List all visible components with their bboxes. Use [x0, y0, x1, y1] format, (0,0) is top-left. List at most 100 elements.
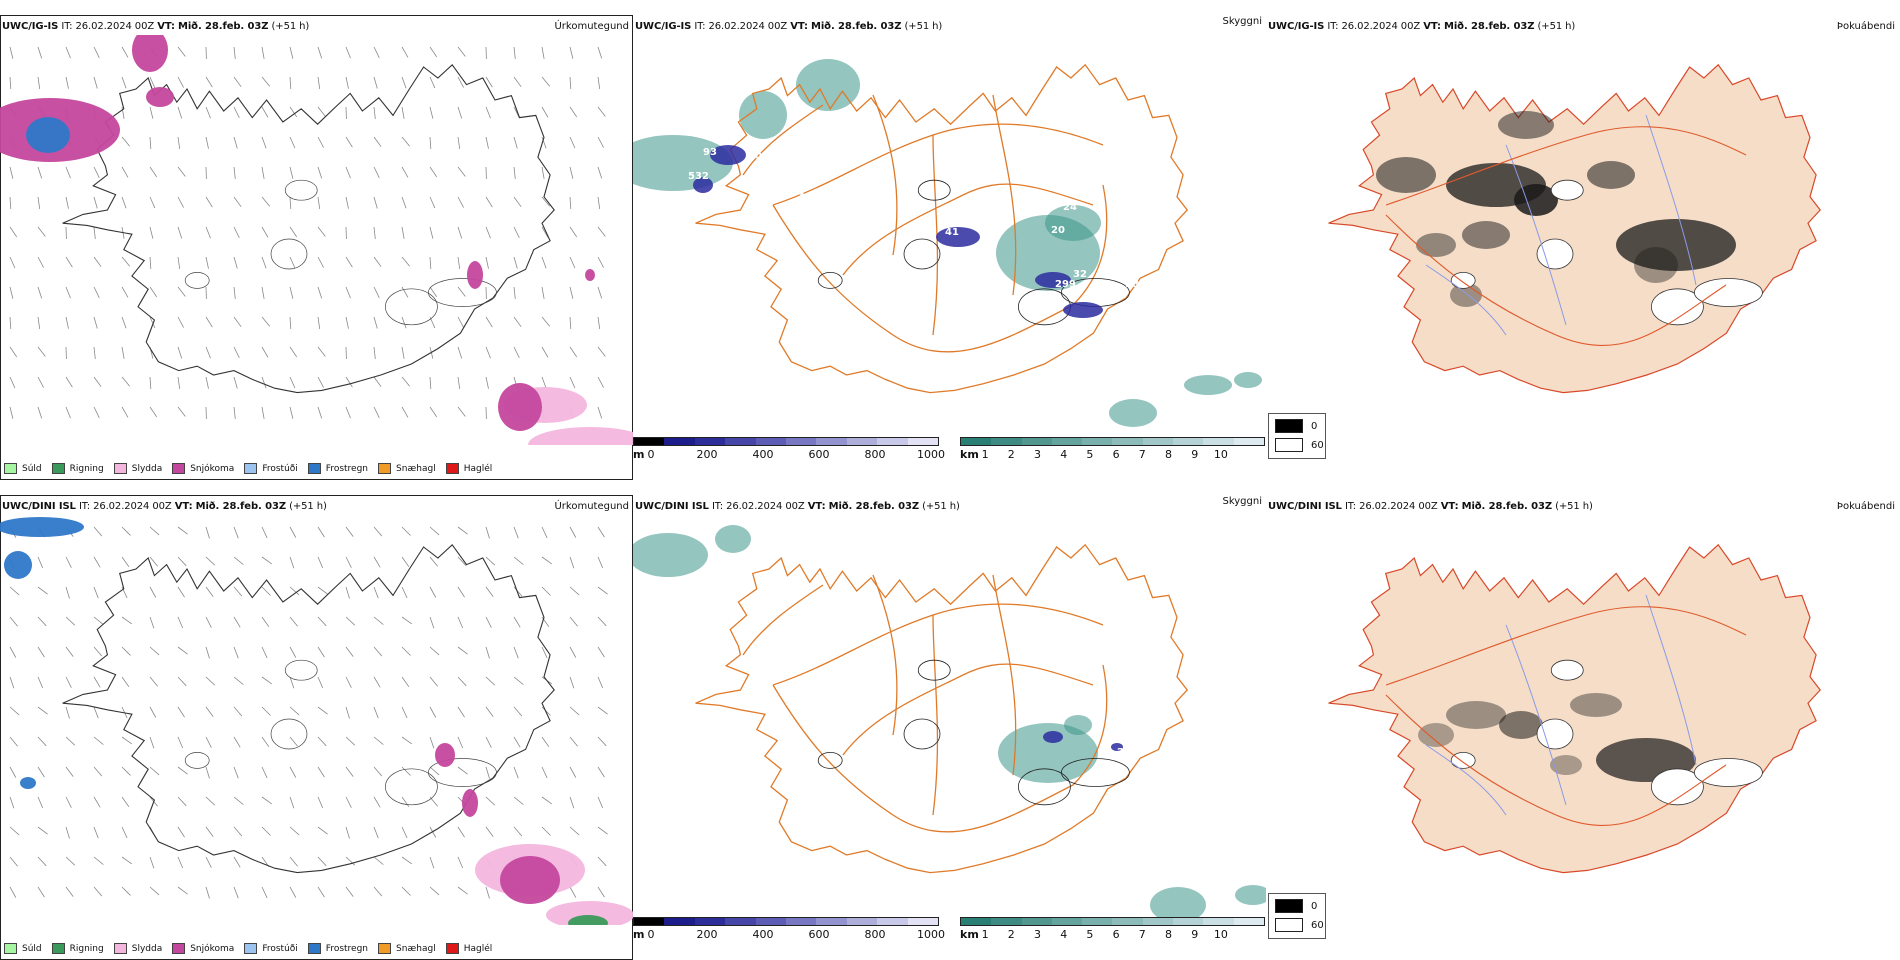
- wind-barb: [570, 287, 573, 299]
- wind-barb: [346, 257, 352, 267]
- wind-barb: [318, 647, 325, 657]
- colorbar-tick: 400: [753, 928, 774, 941]
- wind-barb: [178, 587, 185, 597]
- wind-barb: [66, 827, 70, 839]
- legend-item: Súld: [4, 943, 42, 954]
- legend-label: Frostúði: [262, 944, 297, 954]
- wind-barb: [122, 557, 129, 567]
- wind-barb: [94, 797, 100, 807]
- wind-barb: [598, 77, 600, 89]
- wind-barb: [402, 797, 409, 807]
- wind-barb: [570, 47, 573, 59]
- wind-barb: [542, 347, 548, 357]
- wind-barb: [206, 317, 212, 327]
- wind-barb: [514, 137, 517, 149]
- colorbar-tick: 4: [1060, 448, 1067, 461]
- colorbar-segment: [877, 918, 907, 925]
- precip-map: [0, 515, 633, 925]
- wind-barb: [598, 317, 600, 329]
- wind-barb: [262, 677, 272, 684]
- fog-legend-swatch: [1275, 438, 1303, 452]
- colorbar-tick: 9: [1191, 448, 1198, 461]
- wind-barb: [570, 587, 579, 595]
- legend-label: Snjókoma: [190, 464, 234, 474]
- wind-barb: [290, 407, 293, 419]
- colorbar-tick: 5: [1086, 928, 1093, 941]
- wind-barb: [346, 407, 351, 418]
- wind-barb: [318, 797, 323, 808]
- wind-barb: [598, 887, 605, 897]
- wind-barb: [66, 557, 71, 568]
- colorbar-segment: [961, 438, 991, 445]
- fog-legend-label: 0: [1311, 421, 1317, 432]
- wind-barb: [38, 347, 45, 357]
- glacier: [1451, 752, 1475, 768]
- wind-barb: [318, 167, 322, 178]
- wind-barb: [206, 227, 211, 238]
- precip-map: [0, 35, 633, 445]
- colorbar-segment: [1022, 438, 1052, 445]
- wind-barb: [290, 617, 298, 626]
- fog-legend-label: 60: [1311, 920, 1324, 931]
- colorbar-segment: [786, 918, 816, 925]
- wind-barb: [374, 197, 377, 209]
- wind-barb: [206, 857, 211, 868]
- wind-barb: [542, 317, 550, 326]
- glacier-outline: [385, 289, 437, 325]
- wind-barb: [514, 707, 522, 716]
- wind-barb: [430, 257, 431, 269]
- wind-barb: [514, 557, 523, 565]
- map-value-label: 24: [1063, 202, 1077, 213]
- wind-barb: [122, 827, 127, 838]
- wind-barb: [318, 617, 326, 626]
- wind-barb: [262, 707, 271, 716]
- wind-barb: [150, 377, 151, 389]
- wind-barb: [178, 407, 185, 417]
- wind-barb: [290, 47, 293, 59]
- wind-barb: [290, 257, 295, 268]
- wind-barb: [458, 827, 465, 837]
- wind-barb: [458, 617, 463, 628]
- wind-barb: [570, 317, 571, 329]
- wind-barb: [122, 887, 131, 896]
- wind-barb: [346, 887, 353, 897]
- wind-barb: [318, 707, 328, 714]
- wind-barb: [458, 257, 460, 269]
- wind-barb: [178, 767, 188, 774]
- wind-barb: [346, 557, 351, 568]
- wind-barb: [234, 227, 239, 238]
- legend-label: Frostregn: [326, 464, 368, 474]
- legend-item: Haglél: [446, 943, 493, 954]
- wind-barb: [122, 287, 128, 297]
- wind-barb: [94, 587, 98, 598]
- colorbar-tick: 2: [1008, 928, 1015, 941]
- fog-panel-igis: UWC/IG-IS IT: 26.02.2024 00Z VT: Mið. 28…: [1266, 15, 1899, 480]
- colorbar-tick: 10: [1214, 448, 1228, 461]
- colorbar-tick: 0: [648, 448, 655, 461]
- colorbar-tick: 5: [1086, 448, 1093, 461]
- wind-barb: [598, 137, 604, 148]
- wind-barb: [262, 557, 272, 564]
- wind-barb: [570, 617, 578, 626]
- colorbar-segment: [1173, 918, 1203, 925]
- colorbar-tick: 1: [982, 448, 989, 461]
- wind-barb: [10, 767, 16, 778]
- wind-barb: [430, 647, 439, 655]
- wind-barb: [318, 347, 325, 357]
- wind-barb: [94, 407, 99, 418]
- map-value-label: 102: [748, 151, 769, 162]
- wind-barb: [178, 227, 182, 238]
- wind-barb: [514, 767, 518, 778]
- field-name: Þokuábendi: [1837, 21, 1895, 32]
- wind-barb: [10, 737, 18, 746]
- wind-barb: [94, 317, 97, 329]
- wind-barb: [570, 677, 574, 688]
- wind-barb: [38, 677, 43, 688]
- wind-barb: [122, 617, 132, 624]
- colorbar-tick: 400: [753, 448, 774, 461]
- field-name: Úrkomutegund: [554, 501, 629, 512]
- wind-barb: [66, 797, 71, 808]
